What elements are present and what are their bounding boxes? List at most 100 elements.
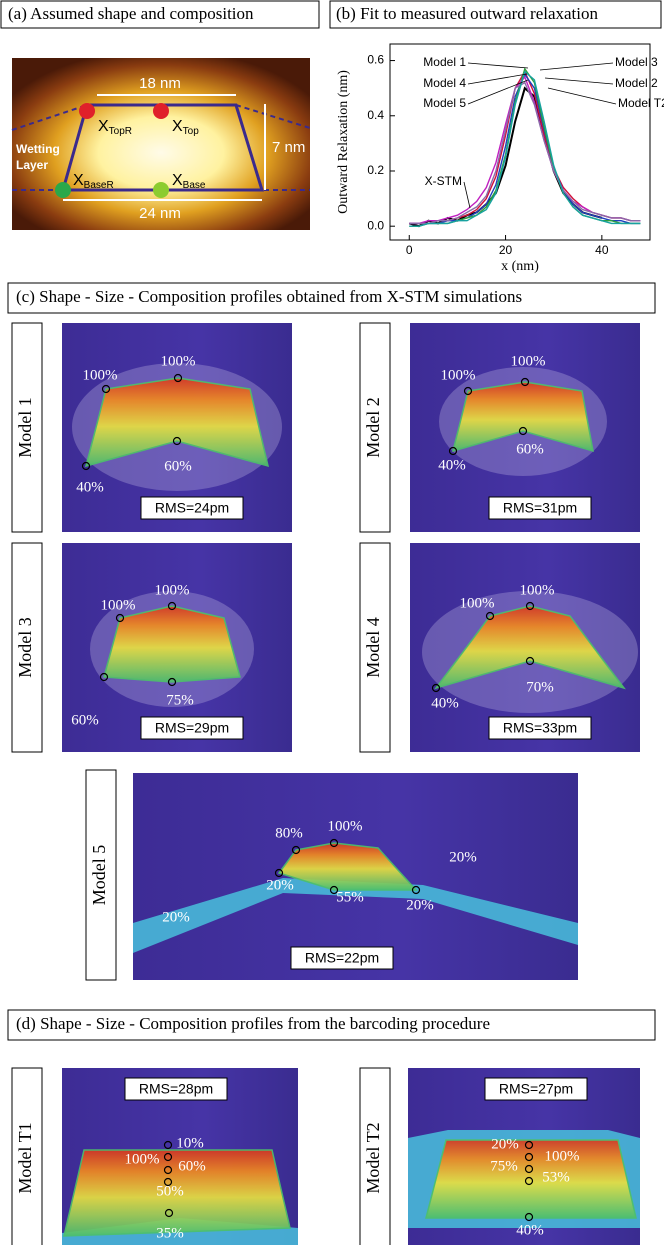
composition-label: 40% xyxy=(431,695,459,711)
rms-label: RMS=28pm xyxy=(139,1081,213,1097)
x-axis-label: x (nm) xyxy=(501,259,539,274)
panel-title: (b) Fit to measured outward relaxation xyxy=(336,4,599,23)
panel-title: (d) Shape - Size - Composition profiles … xyxy=(16,1014,490,1033)
series-label: Model 3 xyxy=(615,55,658,69)
composition-label: 60% xyxy=(71,712,99,728)
y-axis-label: Outward Relaxation (nm) xyxy=(336,70,351,214)
y-tick-label: 0.4 xyxy=(367,108,384,122)
x-tick-label: 20 xyxy=(499,243,513,257)
point-label-sub: Base xyxy=(183,180,206,191)
model-label: Model T2 xyxy=(363,1122,383,1193)
point-label-main: X xyxy=(172,118,183,135)
wetting-label: Layer xyxy=(16,158,48,172)
model-label: Model 3 xyxy=(15,617,35,678)
x-tick-label: 40 xyxy=(595,243,609,257)
composition-label: 100% xyxy=(520,582,555,598)
composition-label: 20% xyxy=(406,897,434,913)
rms-label: RMS=22pm xyxy=(305,950,379,966)
point-label-sub: Top xyxy=(183,126,200,137)
x-tick-label: 0 xyxy=(406,243,413,257)
composition-label: 70% xyxy=(526,679,554,695)
composition-label: 75% xyxy=(166,692,194,708)
y-tick-label: 0.2 xyxy=(367,163,384,177)
model-label: Model 4 xyxy=(363,617,383,678)
model-label: Model T1 xyxy=(15,1122,35,1193)
series-label: Model 1 xyxy=(423,55,466,69)
series-line xyxy=(409,72,640,224)
model-label: Model 1 xyxy=(15,397,35,458)
composition-label: 100% xyxy=(328,818,363,834)
composition-label: 40% xyxy=(438,457,466,473)
series-label: Model 5 xyxy=(423,96,466,110)
composition-label: 80% xyxy=(275,825,303,841)
composition-label: 55% xyxy=(336,889,364,905)
series-label: X-STM xyxy=(425,174,462,188)
composition-label: 10% xyxy=(176,1135,204,1151)
composition-label: 20% xyxy=(266,877,294,893)
composition-label: 100% xyxy=(155,582,190,598)
point-label-main: X xyxy=(172,172,183,189)
composition-label: 100% xyxy=(545,1148,580,1164)
composition-label: 20% xyxy=(491,1136,519,1152)
y-tick-label: 0.0 xyxy=(367,218,384,232)
series-label: Model T2 xyxy=(618,96,664,110)
composition-label: 50% xyxy=(156,1183,184,1199)
composition-label: 100% xyxy=(161,353,196,369)
model-panels: Model 1100%100%60%40%RMS=24pmModel 2100%… xyxy=(12,323,640,1245)
relaxation-chart: 0.0 0.2 0.4 0.6 0 20 40 x (nm) Outward Relaxatio… xyxy=(336,44,664,274)
composition-label: 40% xyxy=(516,1222,544,1238)
composition-label: 20% xyxy=(449,849,477,865)
composition-label: 60% xyxy=(516,441,544,457)
model-label: Model 2 xyxy=(363,397,383,458)
series-label: Model 2 xyxy=(615,76,658,90)
composition-label: 100% xyxy=(460,595,495,611)
composition-label: 40% xyxy=(76,479,104,495)
panel-title: (c) Shape - Size - Composition profiles … xyxy=(16,287,522,306)
rms-label: RMS=29pm xyxy=(155,720,229,736)
page: (a) Assumed shape and composition 18 nm … xyxy=(0,0,664,1245)
y-tick-label: 0.6 xyxy=(367,53,384,67)
composition-label: 75% xyxy=(490,1158,518,1174)
composition-label: 60% xyxy=(164,458,192,474)
point-label-sub: BaseR xyxy=(84,180,114,191)
annotation-pointer xyxy=(468,63,528,68)
model-image: 20% 100% 75% 53% 40% RMS=27pm xyxy=(408,1068,640,1245)
dimension-label: 18 nm xyxy=(139,75,181,92)
dimension-label: 7 nm xyxy=(272,139,305,156)
model-image: 80% 100% 20% 55% 20% 20% 20% RMS=22pm xyxy=(133,773,578,980)
rms-label: RMS=33pm xyxy=(503,720,577,736)
model-image: 100% 100% 75% 60% RMS=29pm xyxy=(62,543,292,752)
model-image: 100%100%60%40%RMS=24pm xyxy=(62,323,292,532)
point-label-main: X xyxy=(73,172,84,189)
model-image: 100%100%60%40%RMS=31pm xyxy=(410,323,640,532)
point-marker xyxy=(153,182,169,198)
series-line xyxy=(409,69,640,226)
annotation-pointer xyxy=(545,78,613,84)
dot-profile xyxy=(426,1140,636,1218)
composition-label: 100% xyxy=(511,353,546,369)
point-label-main: X xyxy=(98,118,109,135)
series-label: Model 4 xyxy=(423,76,466,90)
annotation-pointer xyxy=(540,63,613,70)
model-image: 100% 100% 70% 40% RMS=33pm xyxy=(410,543,640,752)
composition-label: 100% xyxy=(83,367,118,383)
model-image: 10% 100% 60% 50% 35% RMS=28pm xyxy=(62,1068,298,1245)
composition-label: 60% xyxy=(178,1158,206,1174)
composition-label: 100% xyxy=(125,1151,160,1167)
composition-label: 100% xyxy=(101,597,136,613)
composition-label: 35% xyxy=(156,1225,184,1241)
figure: (a) Assumed shape and composition 18 nm … xyxy=(0,0,664,1245)
point-marker xyxy=(153,103,169,119)
composition-label: 20% xyxy=(162,909,190,925)
series-line xyxy=(409,72,640,227)
annotation-pointer xyxy=(548,88,616,104)
plot-frame xyxy=(390,44,650,240)
model-label: Model 5 xyxy=(89,845,109,906)
composition-label: 53% xyxy=(542,1169,570,1185)
dimension-label: 24 nm xyxy=(139,205,181,222)
rms-label: RMS=31pm xyxy=(503,500,577,516)
wetting-label: Wetting xyxy=(16,142,60,156)
dot-profile xyxy=(104,606,240,682)
rms-label: RMS=27pm xyxy=(499,1081,573,1097)
annotation-pointer xyxy=(464,182,470,208)
